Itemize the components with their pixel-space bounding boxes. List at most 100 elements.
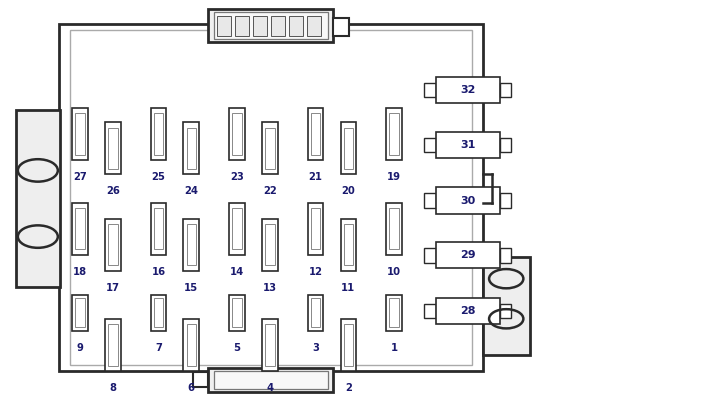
Bar — [500, 138, 511, 152]
Text: 19: 19 — [387, 172, 401, 182]
Bar — [436, 77, 500, 103]
Text: 1: 1 — [391, 343, 398, 353]
Bar — [311, 298, 321, 327]
Bar — [217, 16, 231, 36]
Bar — [265, 324, 275, 366]
Text: 7: 7 — [155, 343, 162, 353]
Bar — [308, 295, 323, 331]
Bar — [75, 298, 85, 327]
Bar — [183, 122, 199, 174]
Bar — [265, 224, 275, 265]
Text: 29: 29 — [460, 251, 476, 260]
Bar — [265, 128, 275, 169]
Bar — [186, 128, 196, 169]
Bar — [333, 18, 349, 36]
Text: 18: 18 — [73, 267, 87, 277]
Text: 26: 26 — [106, 186, 120, 196]
Bar — [214, 371, 328, 389]
Bar — [386, 203, 402, 255]
Bar — [232, 113, 242, 155]
Text: 31: 31 — [460, 140, 476, 150]
Bar — [424, 248, 436, 263]
Text: 14: 14 — [230, 267, 244, 277]
Text: 15: 15 — [184, 283, 198, 293]
Bar — [105, 219, 121, 271]
Text: 32: 32 — [460, 85, 476, 95]
Bar — [183, 219, 199, 271]
Bar — [154, 208, 164, 249]
Bar — [343, 324, 353, 366]
Bar — [500, 83, 511, 97]
Bar — [262, 219, 278, 271]
Bar — [308, 203, 323, 255]
Text: 22: 22 — [263, 186, 277, 196]
Bar — [72, 108, 88, 160]
Bar — [151, 295, 166, 331]
Bar — [214, 12, 328, 39]
Bar — [151, 203, 166, 255]
Text: 9: 9 — [76, 343, 84, 353]
Text: 30: 30 — [460, 196, 476, 205]
Text: 20: 20 — [341, 186, 356, 196]
Text: 3: 3 — [312, 343, 319, 353]
Bar — [105, 122, 121, 174]
Bar — [186, 224, 196, 265]
Bar — [311, 113, 321, 155]
Text: 4: 4 — [266, 383, 273, 393]
Bar — [436, 188, 500, 213]
Bar — [436, 242, 500, 269]
Text: 11: 11 — [341, 283, 356, 293]
Bar — [232, 298, 242, 327]
Bar — [386, 108, 402, 160]
Bar — [108, 224, 118, 265]
Bar — [424, 193, 436, 208]
Text: 27: 27 — [73, 172, 87, 182]
Bar — [183, 319, 199, 371]
Bar — [341, 122, 356, 174]
Bar — [307, 16, 321, 36]
Text: 2: 2 — [345, 383, 352, 393]
Text: 16: 16 — [151, 267, 166, 277]
Text: 21: 21 — [308, 172, 323, 182]
Bar — [70, 30, 472, 365]
Bar — [105, 319, 121, 371]
Bar — [154, 298, 164, 327]
Bar — [500, 248, 511, 263]
Bar — [229, 108, 245, 160]
Bar — [75, 113, 85, 155]
Bar — [253, 16, 266, 36]
Bar — [75, 208, 85, 249]
Text: 13: 13 — [263, 283, 277, 293]
Bar — [262, 122, 278, 174]
Text: 24: 24 — [184, 186, 198, 196]
Text: 10: 10 — [387, 267, 401, 277]
Text: 23: 23 — [230, 172, 244, 182]
Bar — [208, 368, 333, 392]
Bar — [389, 298, 399, 327]
Bar — [341, 219, 356, 271]
Bar — [59, 24, 483, 371]
Bar — [186, 324, 196, 366]
Bar — [229, 203, 245, 255]
Bar — [389, 208, 399, 249]
Bar — [262, 319, 278, 371]
Bar — [424, 138, 436, 152]
Text: 6: 6 — [188, 383, 195, 393]
Bar — [235, 16, 248, 36]
Bar — [154, 113, 164, 155]
Bar — [424, 304, 436, 318]
Bar — [500, 193, 511, 208]
Bar — [16, 110, 60, 287]
Bar — [232, 208, 242, 249]
Bar — [389, 113, 399, 155]
Bar — [436, 132, 500, 158]
Text: 28: 28 — [460, 306, 476, 316]
Bar — [500, 304, 511, 318]
Bar — [308, 108, 323, 160]
Text: 5: 5 — [233, 343, 241, 353]
Text: 8: 8 — [109, 383, 116, 393]
Bar — [341, 319, 356, 371]
Bar — [208, 9, 333, 42]
Bar — [343, 224, 353, 265]
Text: 12: 12 — [308, 267, 323, 277]
